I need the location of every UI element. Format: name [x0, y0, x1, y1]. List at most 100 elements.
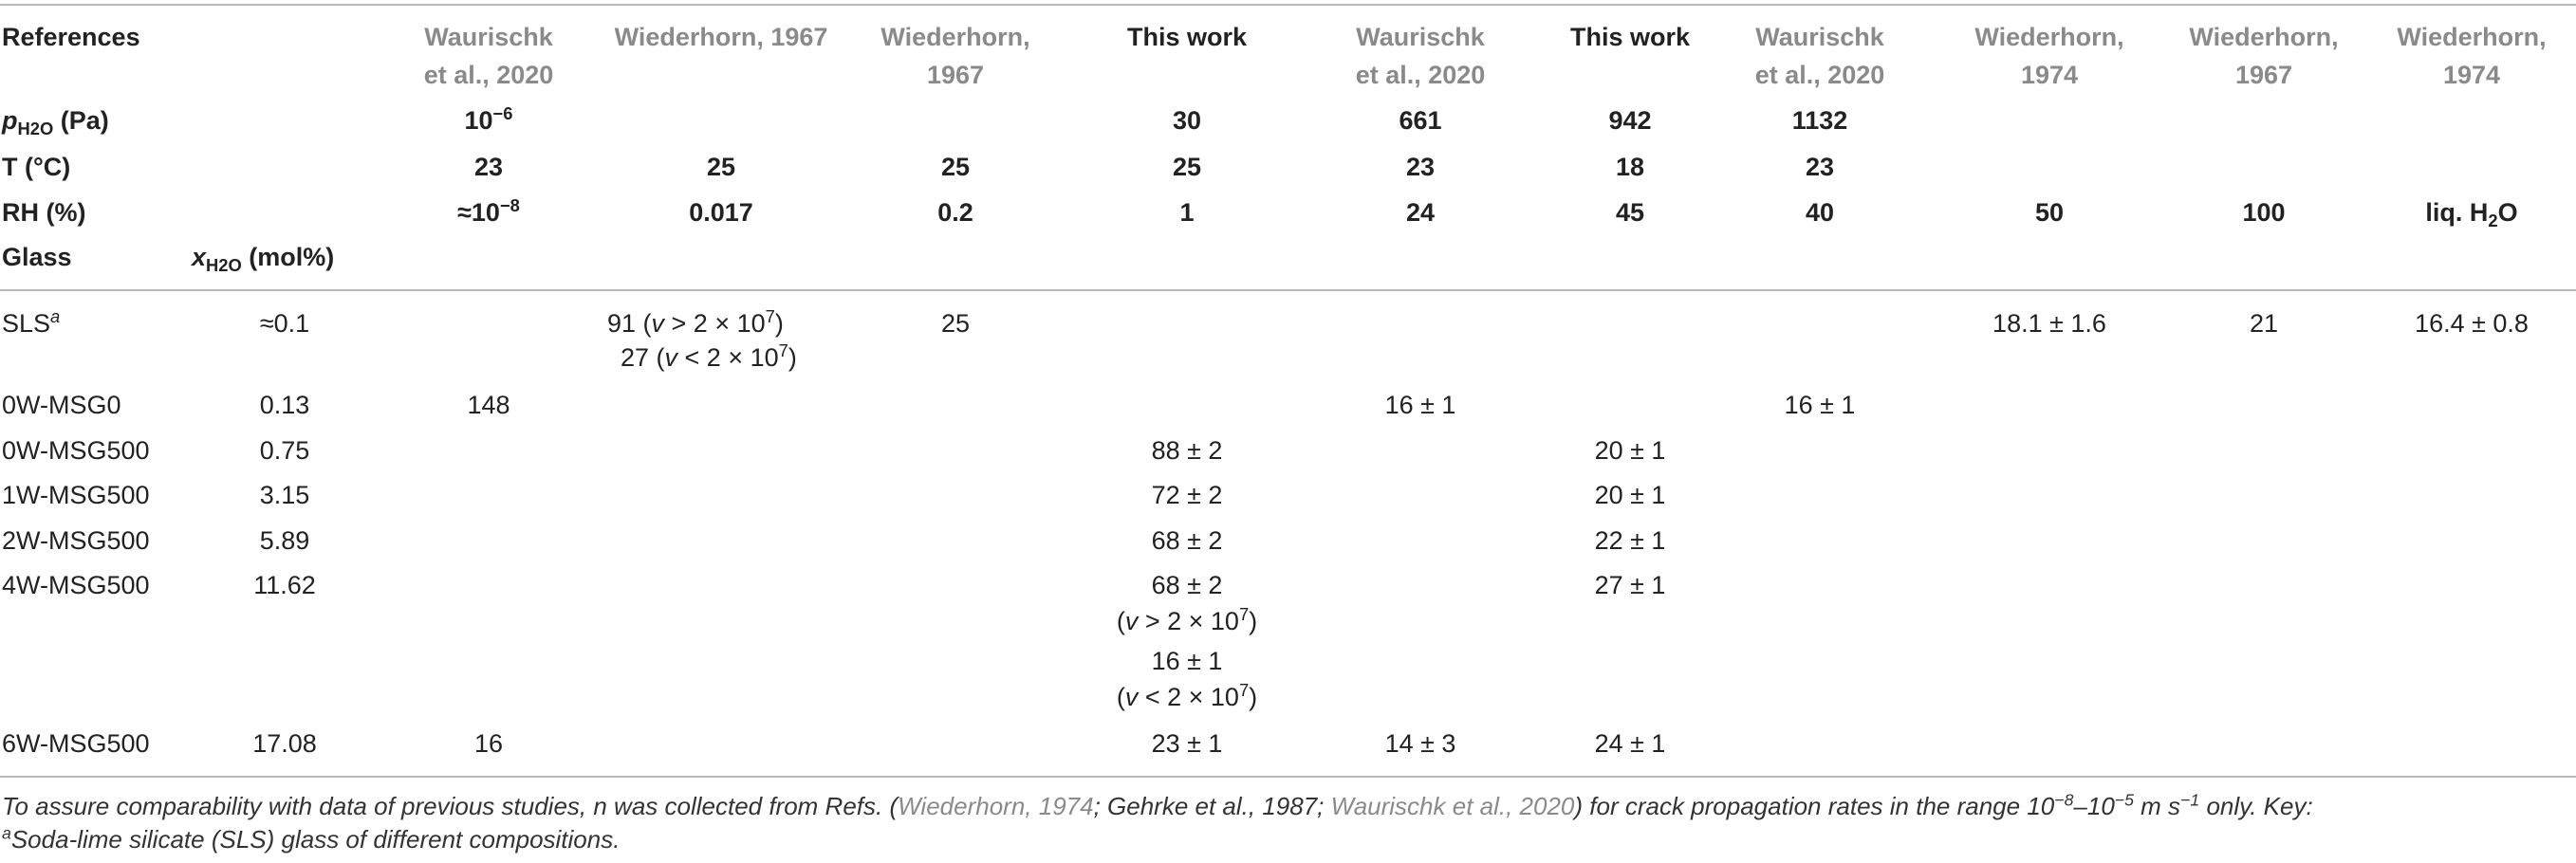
- col-rh-value: 50: [2034, 198, 2065, 227]
- col-rh-value: liq. H2O: [2377, 198, 2567, 230]
- col-rh-value: 0.017: [689, 198, 753, 227]
- col-header-ref: Wiederhorn,: [2189, 23, 2339, 51]
- footnote-text: –10: [2073, 792, 2115, 820]
- x-h2o-label: xH2O (mol%): [192, 243, 335, 274]
- col-p-value: 30: [1172, 106, 1202, 135]
- p-h2o-label: pH2O (Pa): [2, 106, 109, 138]
- table-cell-value: 23 ± 1: [1151, 729, 1223, 758]
- value-text: ): [1249, 607, 1258, 635]
- table-cell-value: 27 ± 1: [1594, 571, 1666, 599]
- table-cell-value: 68 ± 2: [1151, 526, 1223, 555]
- liq-sub: 2: [2488, 210, 2498, 230]
- exponent: −5: [2114, 790, 2134, 810]
- reference-link[interactable]: Waurischk et al., 2020: [1330, 792, 1575, 820]
- table-cell-value: 22 ± 1: [1594, 526, 1666, 555]
- value-text: ): [1249, 683, 1258, 711]
- reference-text: Gehrke et al., 1987: [1107, 792, 1318, 820]
- col-t-value: 23: [1405, 153, 1436, 181]
- p-base: 10: [464, 106, 493, 135]
- col-t-value: 23: [473, 153, 504, 181]
- col-t-value: 23: [1805, 153, 1835, 181]
- exponent: 7: [765, 305, 775, 326]
- value-text: 27 (: [621, 343, 665, 372]
- footnote-text: ;: [1317, 792, 1331, 820]
- table-row-glass: 0W-MSG0: [2, 391, 121, 419]
- table-row-glass: 0W-MSG500: [2, 436, 150, 465]
- col-rh-value: 40: [1805, 198, 1835, 227]
- table-cell-value: 91 (v > 2 × 107): [607, 305, 784, 338]
- reference-link[interactable]: Wiederhorn, 1974: [898, 792, 1094, 820]
- col-header-ref-2: 1967: [926, 61, 985, 89]
- bottom-rule: [0, 776, 2576, 778]
- table-cell-value: 148: [467, 391, 510, 419]
- exponent: −8: [2054, 790, 2074, 810]
- v-symbol: v: [1124, 607, 1139, 635]
- col-header-ref: Wiederhorn,: [880, 23, 1030, 51]
- col-header-ref: Wiederhorn,: [1974, 23, 2124, 51]
- glass-footnote-mark: a: [50, 305, 61, 326]
- col-t-value: 18: [1615, 153, 1645, 181]
- col-header-ref: Wiederhorn,: [2397, 23, 2547, 51]
- col-p-value: 1132: [1791, 106, 1848, 135]
- table-row-x: 17.08: [252, 729, 317, 758]
- table-cell-value: 16 ± 1: [1784, 391, 1856, 419]
- footnote-mark: a: [2, 823, 11, 843]
- table-row-glass: 2W-MSG500: [2, 526, 150, 555]
- table-row-x: 11.62: [253, 571, 316, 599]
- table-row-glass: 6W-MSG500: [2, 729, 150, 758]
- v-symbol: v: [1124, 683, 1139, 711]
- table-cell-condition: (v > 2 × 107): [1045, 603, 1329, 635]
- col-rh-value: 100: [2242, 198, 2286, 227]
- header-rule: [0, 289, 2576, 291]
- col-t-value: 25: [706, 153, 736, 181]
- liq-h: liq. H: [2425, 198, 2489, 227]
- col-p-value: 661: [1399, 106, 1442, 135]
- value-text: > 2 × 10: [664, 309, 766, 338]
- col-header-ref: Wiederhorn, 1967: [614, 23, 828, 51]
- col-header-ref-2: et al., 2020: [1355, 61, 1486, 89]
- x-sub: H2O: [206, 254, 242, 275]
- exponent: 7: [1238, 603, 1250, 624]
- exponent: 7: [778, 340, 788, 360]
- footnote-text: Soda-lime silicate (SLS) glass of differ…: [10, 825, 621, 854]
- table-cell-value: 20 ± 1: [1594, 436, 1666, 465]
- col-rh-value: 0.2: [937, 198, 973, 227]
- col-header-ref: This work: [1126, 23, 1248, 51]
- table-row-glass: 1W-MSG500: [2, 481, 150, 509]
- col-header-ref: Waurischk: [1356, 23, 1485, 51]
- table-cell-value: 21: [2249, 309, 2279, 338]
- x-unit: (mol%): [241, 243, 335, 271]
- col-header-ref-2: 1967: [2234, 61, 2293, 89]
- table-footnote: To assure comparability with data of pre…: [2, 790, 2313, 822]
- table-row-glass: 4W-MSG500: [2, 571, 150, 599]
- v-symbol: v: [651, 309, 665, 338]
- col-rh-value: ≈10−8: [394, 194, 584, 227]
- glass-label: Glass: [2, 243, 72, 271]
- table-cell-value: 25: [940, 309, 971, 338]
- footnote-text: only. Key:: [2199, 792, 2313, 820]
- col-t-value: 25: [940, 153, 971, 181]
- t-label: T (°C): [2, 153, 71, 181]
- value-text: (: [1116, 683, 1125, 711]
- rh-exp: −8: [499, 194, 520, 215]
- table-cell-value: 16.4 ± 0.8: [2415, 309, 2529, 338]
- col-rh-value: 1: [1179, 198, 1195, 227]
- table-row-x: ≈0.1: [259, 309, 310, 338]
- col-header-ref-2: 1974: [2020, 61, 2079, 89]
- table-cell-value: 20 ± 1: [1594, 481, 1666, 509]
- p-exp: −6: [492, 102, 513, 123]
- exponent: −1: [2180, 790, 2200, 810]
- rh-base: ≈10: [457, 198, 500, 227]
- table-row-x: 0.13: [259, 391, 310, 419]
- col-header-ref: Waurischk: [1755, 23, 1884, 51]
- v-symbol: v: [664, 343, 678, 372]
- footnote-text: ;: [1093, 792, 1108, 820]
- table-cell-value: 18.1 ± 1.6: [1992, 309, 2106, 338]
- footnote-text: ) for crack propagation rates in the ran…: [1574, 792, 2055, 820]
- table-cell-value: 16: [473, 729, 504, 758]
- value-text: ): [788, 343, 797, 372]
- glass-name: SLS: [2, 309, 51, 338]
- col-header-ref-2: et al., 2020: [423, 61, 554, 89]
- col-header-ref: This work: [1569, 23, 1691, 51]
